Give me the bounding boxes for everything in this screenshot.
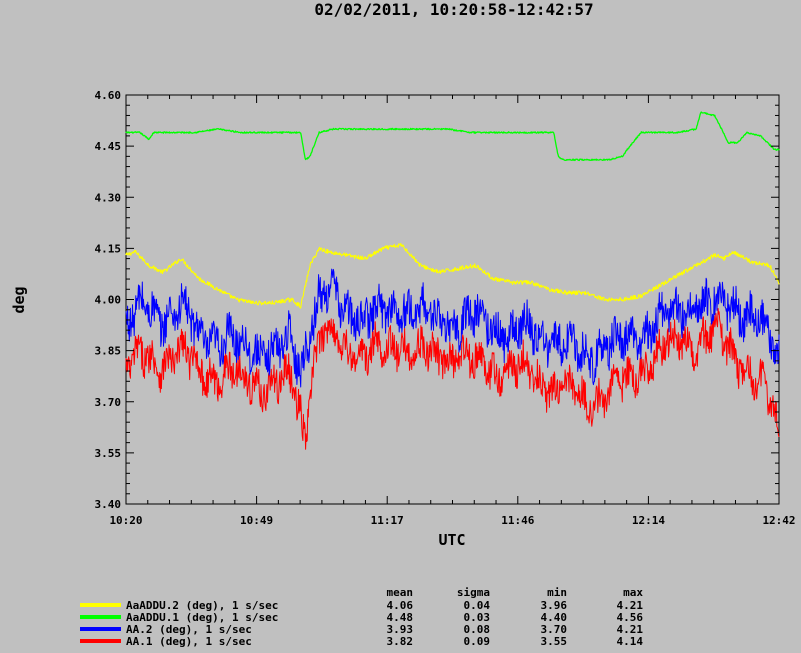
legend-stat-min: 3.96 <box>541 599 568 612</box>
legend-stat-sigma: 0.09 <box>464 635 491 648</box>
y-tick-label: 4.15 <box>95 242 122 255</box>
legend-series-name: AaADDU.1 (deg), 1 s/sec <box>126 611 278 624</box>
legend-series-name: AA.2 (deg), 1 s/sec <box>126 623 252 636</box>
legend-header-min: min <box>547 586 567 599</box>
legend-stat-min: 4.40 <box>541 611 568 624</box>
x-tick-label: 12:42 <box>762 514 795 527</box>
y-tick-label: 3.85 <box>95 345 122 358</box>
legend-stat-sigma: 0.08 <box>464 623 491 636</box>
y-tick-label: 4.30 <box>95 191 122 204</box>
legend-stat-mean: 4.48 <box>387 611 414 624</box>
series-layer <box>125 111 780 450</box>
x-axis-label: UTC <box>438 531 465 549</box>
legend-stat-max: 4.21 <box>617 623 644 636</box>
x-tick-label: 11:46 <box>501 514 534 527</box>
series-line <box>125 242 780 309</box>
y-tick-label: 3.40 <box>95 498 122 511</box>
y-tick-labels: 3.40 3.55 3.70 3.85 4.00 4.15 4.30 4.45 4.60 <box>95 89 122 511</box>
x-tick-label: 10:49 <box>240 514 273 527</box>
legend-stat-mean: 3.93 <box>387 623 414 636</box>
legend: mean sigma min max AaADDU.2 (deg), 1 s/s… <box>80 586 643 648</box>
y-axis-label: deg <box>10 286 28 313</box>
x-tick-label: 12:14 <box>632 514 665 527</box>
legend-series-name: AaADDU.2 (deg), 1 s/sec <box>126 599 278 612</box>
legend-stat-mean: 4.06 <box>387 599 414 612</box>
series-line <box>125 268 780 388</box>
y-tick-label: 4.45 <box>95 140 122 153</box>
plot-area <box>125 94 780 505</box>
y-tick-label: 3.70 <box>95 396 122 409</box>
legend-stat-sigma: 0.04 <box>464 599 491 612</box>
legend-series-name: AA.1 (deg), 1 s/sec <box>126 635 252 648</box>
legend-stat-min: 3.55 <box>541 635 568 648</box>
x-tick-labels: 10:20 10:49 11:17 11:46 12:14 12:42 <box>109 514 795 527</box>
legend-stat-max: 4.56 <box>617 611 644 624</box>
legend-stat-min: 3.70 <box>541 623 568 636</box>
legend-stat-max: 4.14 <box>617 635 644 648</box>
axis-ticks <box>125 94 780 505</box>
y-tick-label: 3.55 <box>95 447 122 460</box>
series-line <box>125 308 780 450</box>
legend-stat-mean: 3.82 <box>387 635 414 648</box>
y-tick-label: 4.00 <box>95 294 122 307</box>
x-tick-label: 11:17 <box>371 514 404 527</box>
legend-stat-sigma: 0.03 <box>464 611 491 624</box>
legend-header-sigma: sigma <box>457 586 490 599</box>
chart-title: 02/02/2011, 10:20:58-12:42:57 <box>314 0 593 19</box>
legend-header-max: max <box>623 586 643 599</box>
legend-stat-max: 4.21 <box>617 599 644 612</box>
legend-header-mean: mean <box>387 586 414 599</box>
x-tick-label: 10:20 <box>109 514 142 527</box>
y-tick-label: 4.60 <box>95 89 122 102</box>
series-line <box>125 111 780 162</box>
